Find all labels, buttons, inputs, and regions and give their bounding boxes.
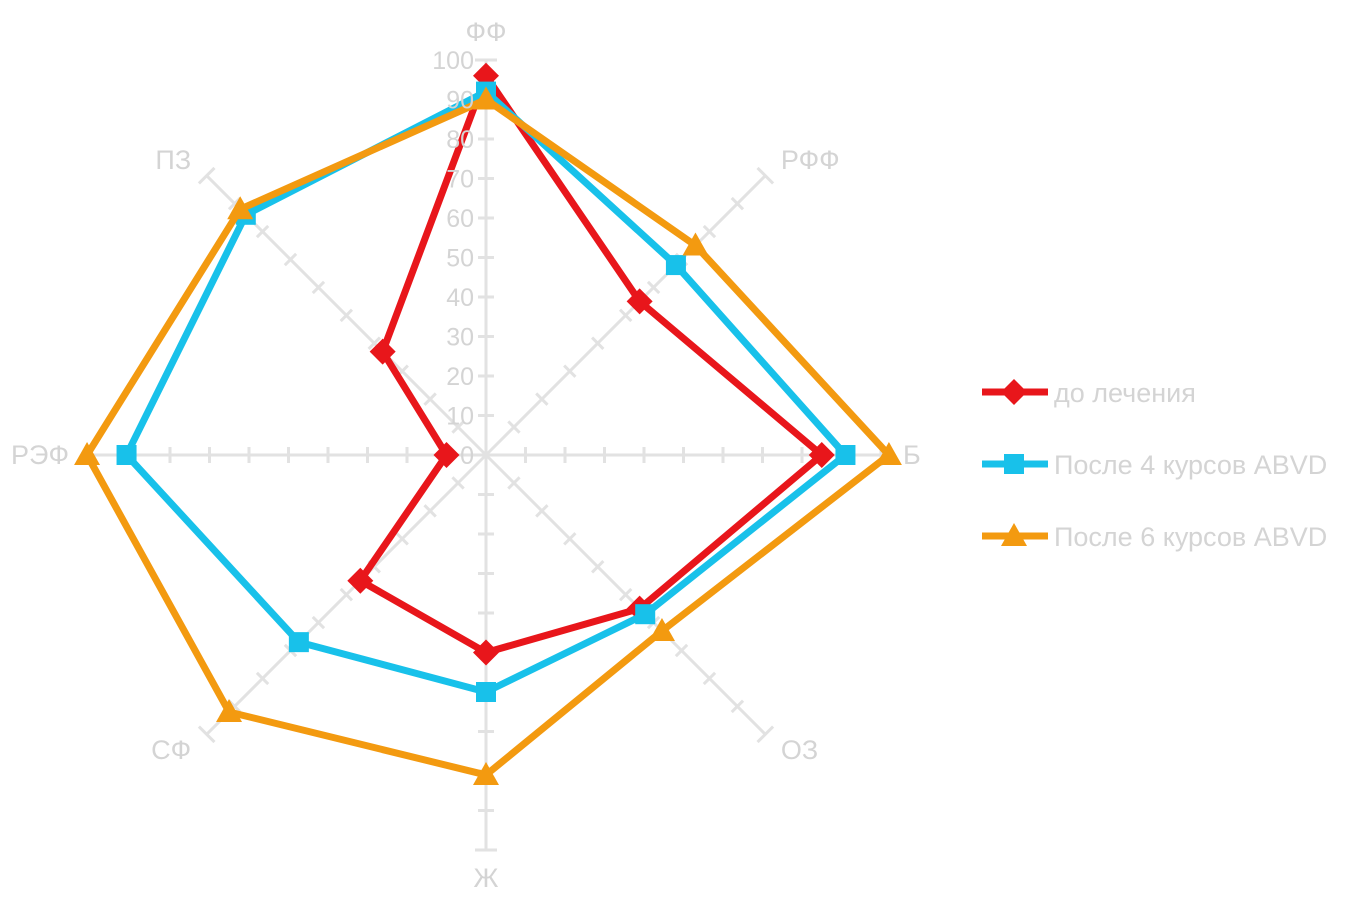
- data-point: [433, 442, 460, 468]
- axis-tick-mark: [618, 308, 633, 323]
- axis-label: СФ: [151, 735, 191, 765]
- data-point: [808, 442, 835, 468]
- data-point: [74, 442, 101, 465]
- axis-tick-mark: [255, 224, 270, 239]
- axis-label: РЭФ: [11, 440, 69, 470]
- axis-tick-mark: [618, 587, 633, 602]
- axis-tick-mark: [730, 699, 745, 714]
- axis-label: Ж: [474, 863, 499, 893]
- axis-tick-mark: [423, 392, 437, 406]
- data-point: [835, 445, 856, 465]
- axis-tick-mark: [507, 420, 521, 434]
- axis-tick-mark: [563, 364, 577, 378]
- data-point: [288, 632, 309, 653]
- axis-tick-mark: [395, 532, 409, 546]
- data-point: [875, 442, 902, 465]
- data-point: [473, 761, 499, 785]
- radial-tick-label: 10: [446, 403, 474, 431]
- axis-tick-mark: [197, 166, 216, 185]
- series-line: [356, 72, 826, 656]
- axis-label: Б: [903, 440, 921, 470]
- data-point: [648, 617, 675, 641]
- axis-tick-mark: [311, 615, 326, 630]
- radial-tick-label: 80: [446, 126, 474, 154]
- data-point: [682, 232, 709, 256]
- legend-item: После 4 курсов ABVD: [982, 450, 1327, 480]
- axis-tick-mark: [535, 392, 549, 406]
- radial-tick-label: 60: [446, 205, 474, 233]
- axes-layer: [89, 58, 883, 852]
- legend-item: После 6 курсов ABVD: [982, 522, 1327, 552]
- legend-label: После 6 курсов ABVD: [1054, 522, 1327, 552]
- series-line: [83, 96, 893, 779]
- axis-tick-mark: [756, 725, 775, 744]
- axis-tick-mark: [535, 504, 549, 518]
- radial-tick-label: 30: [446, 324, 474, 352]
- axis-tick-mark: [730, 196, 745, 211]
- radial-tick-label: 20: [446, 363, 474, 391]
- axis-tick-mark: [591, 560, 605, 574]
- axis-tick-mark: [591, 336, 605, 350]
- legend-label: до лечения: [1054, 378, 1196, 408]
- data-point: [473, 639, 499, 666]
- axis-tick-mark: [451, 420, 465, 434]
- axis-tick-mark: [339, 308, 354, 323]
- axis-tick-mark: [197, 725, 216, 744]
- legend-marker: [1001, 523, 1027, 546]
- radial-tick-label: 100: [432, 47, 474, 75]
- data-point: [635, 604, 656, 625]
- data-point: [216, 698, 243, 722]
- legend-item: до лечения: [982, 378, 1196, 408]
- axis-tick-mark: [702, 224, 717, 239]
- radial-tick-label: 40: [446, 284, 474, 312]
- data-point: [473, 86, 499, 110]
- radial-tick-label: 0: [460, 442, 474, 470]
- axis-tick-mark: [339, 587, 354, 602]
- legend-marker: [1004, 454, 1024, 474]
- axis-tick-mark: [283, 252, 298, 267]
- series-layer: [74, 62, 902, 785]
- axis-tick-mark: [255, 671, 270, 686]
- data-point: [347, 567, 374, 594]
- axis-tick-mark: [646, 280, 661, 295]
- axis-tick-mark: [563, 532, 577, 546]
- data-point: [227, 196, 254, 220]
- data-point: [476, 682, 496, 702]
- radial-tick-label: 50: [446, 245, 474, 273]
- axis-tick-mark: [674, 643, 689, 658]
- axis-tick-mark: [311, 280, 326, 295]
- axis-tick-mark: [423, 504, 437, 518]
- legend-label: После 4 курсов ABVD: [1054, 450, 1327, 480]
- axis-label: РФФ: [781, 145, 840, 175]
- legend-marker: [1001, 379, 1027, 405]
- axis-label: ФФ: [465, 17, 506, 47]
- data-point: [665, 255, 686, 276]
- axis-tick-mark: [702, 671, 717, 686]
- radial-tick-label: 70: [446, 166, 474, 194]
- axis-tick-mark: [367, 336, 381, 350]
- axis-label: ПЗ: [155, 145, 191, 175]
- data-point: [626, 288, 653, 315]
- data-point: [369, 338, 396, 365]
- legend: до лечения После 4 курсов ABVD После 6 кур…: [982, 378, 1327, 552]
- data-point: [116, 445, 137, 465]
- axis-label: ОЗ: [781, 735, 818, 765]
- radial-tick-label: 90: [446, 87, 474, 115]
- axis-tick-mark: [507, 476, 521, 490]
- axis-tick-mark: [451, 476, 465, 490]
- axis-tick-mark: [756, 166, 775, 185]
